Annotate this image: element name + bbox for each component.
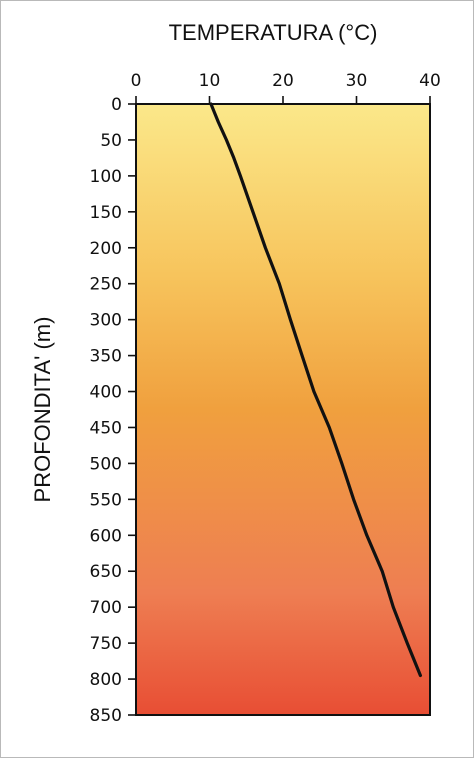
y-tick-label: 250 xyxy=(90,275,122,295)
y-tick-label: 550 xyxy=(90,490,122,510)
y-tick-label: 100 xyxy=(90,167,122,187)
y-tick-label: 150 xyxy=(90,203,122,223)
x-tick-label: 0 xyxy=(131,71,142,91)
y-tick-label: 700 xyxy=(90,598,122,618)
y-tick-label: 0 xyxy=(111,95,122,115)
y-tick-label: 600 xyxy=(90,526,122,546)
y-tick-label: 200 xyxy=(90,239,122,259)
y-tick-label: 750 xyxy=(90,634,122,654)
temperature-depth-line xyxy=(209,102,422,678)
y-tick-label: 400 xyxy=(90,383,122,403)
y-axis-ticks: 0 50 100 150 200 250 300 350 400 450 500 550 600 650 7… xyxy=(90,95,136,726)
y-tick-label: 650 xyxy=(90,562,122,582)
plot-background xyxy=(136,104,430,715)
x-axis-ticks: 0 10 20 30 40 xyxy=(131,71,441,104)
x-axis-title: TEMPERATURA (°C) xyxy=(169,20,378,45)
x-tick-label: 30 xyxy=(346,71,368,91)
y-tick-label: 50 xyxy=(100,131,122,151)
y-tick-label: 800 xyxy=(90,670,122,690)
y-tick-label: 500 xyxy=(90,454,122,474)
y-axis-title: PROFONDITA' (m) xyxy=(30,317,55,503)
x-tick-label: 10 xyxy=(199,71,221,91)
x-tick-label: 20 xyxy=(272,71,294,91)
x-tick-label: 40 xyxy=(419,71,441,91)
y-tick-label: 450 xyxy=(90,418,122,438)
y-tick-label: 350 xyxy=(90,347,122,367)
plot-border xyxy=(135,103,431,716)
y-tick-label: 300 xyxy=(90,311,122,331)
y-tick-label: 850 xyxy=(90,706,122,726)
